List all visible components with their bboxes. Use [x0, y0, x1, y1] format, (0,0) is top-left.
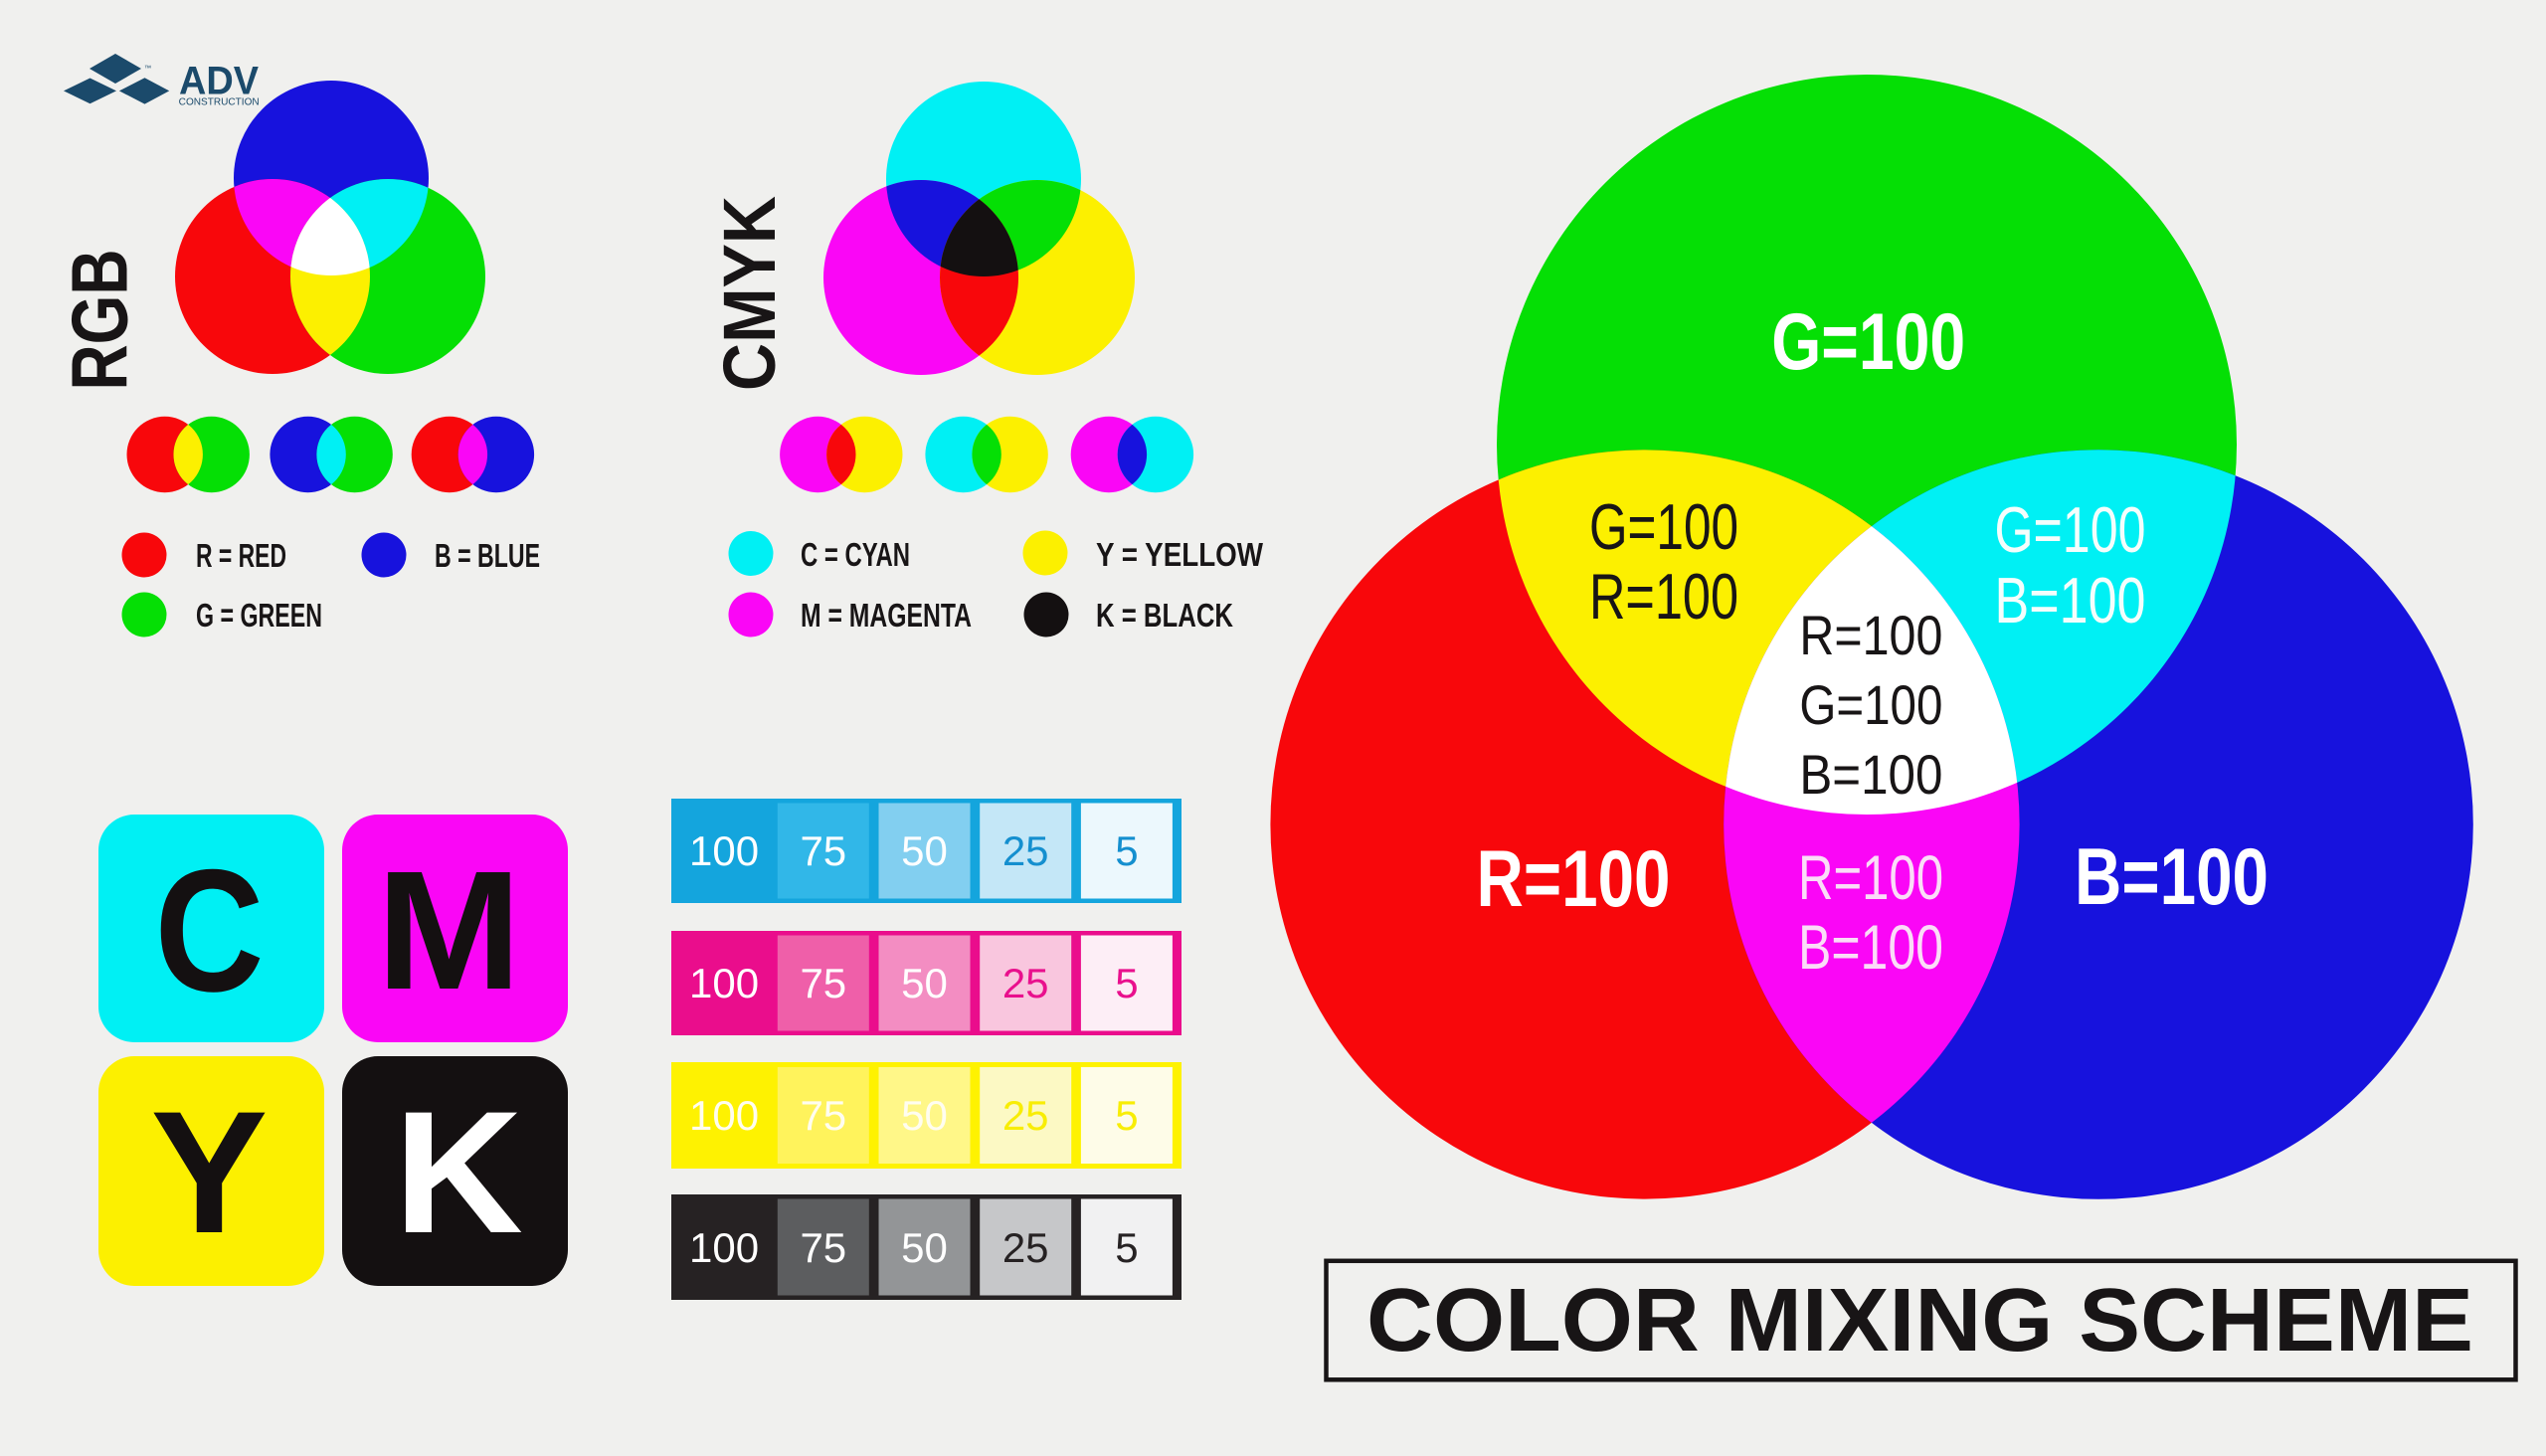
svg-text:75: 75 — [800, 827, 846, 874]
svg-text:B=100: B=100 — [1799, 743, 1942, 806]
svg-text:B=100: B=100 — [1995, 564, 2146, 637]
svg-text:75: 75 — [800, 960, 846, 1006]
svg-text:B = BLUE: B = BLUE — [435, 537, 540, 574]
svg-text:G=100: G=100 — [1771, 297, 1965, 387]
svg-text:25: 25 — [1002, 1224, 1049, 1271]
svg-text:50: 50 — [901, 1224, 948, 1271]
svg-text:M = MAGENTA: M = MAGENTA — [801, 597, 972, 634]
svg-text:B=100: B=100 — [2075, 832, 2269, 922]
svg-text:R=100: R=100 — [1798, 843, 1943, 913]
svg-text:COLOR MIXING SCHEME: COLOR MIXING SCHEME — [1366, 1271, 2473, 1370]
svg-text:100: 100 — [689, 827, 759, 874]
svg-text:100: 100 — [689, 1092, 759, 1139]
svg-text:75: 75 — [800, 1224, 846, 1271]
svg-text:5: 5 — [1115, 1092, 1138, 1139]
svg-text:5: 5 — [1115, 827, 1138, 874]
svg-text:100: 100 — [689, 1224, 759, 1271]
svg-text:25: 25 — [1002, 827, 1049, 874]
svg-text:G=100: G=100 — [1589, 490, 1738, 563]
svg-text:CONSTRUCTION: CONSTRUCTION — [179, 97, 260, 108]
svg-text:25: 25 — [1002, 960, 1049, 1006]
svg-text:C: C — [155, 834, 265, 1028]
svg-text:50: 50 — [901, 827, 948, 874]
svg-text:K: K — [394, 1076, 523, 1270]
svg-text:™: ™ — [144, 66, 151, 73]
svg-text:ADV: ADV — [179, 60, 259, 103]
svg-text:5: 5 — [1115, 960, 1138, 1006]
svg-text:50: 50 — [901, 1092, 948, 1139]
svg-text:R=100: R=100 — [1477, 834, 1671, 924]
svg-text:G=100: G=100 — [1799, 673, 1942, 736]
svg-text:100: 100 — [689, 960, 759, 1006]
svg-text:CMYK: CMYK — [708, 196, 791, 391]
svg-text:75: 75 — [800, 1092, 846, 1139]
svg-text:R=100: R=100 — [1589, 560, 1738, 633]
svg-text:G=100: G=100 — [1995, 493, 2146, 566]
svg-text:G = GREEN: G = GREEN — [196, 597, 322, 634]
svg-text:R=100: R=100 — [1799, 604, 1942, 666]
svg-text:R = RED: R = RED — [196, 537, 286, 574]
svg-text:Y: Y — [150, 1076, 268, 1270]
svg-text:5: 5 — [1115, 1224, 1138, 1271]
svg-text:C = CYAN: C = CYAN — [801, 536, 910, 573]
svg-text:25: 25 — [1002, 1092, 1049, 1139]
svg-text:M: M — [376, 836, 521, 1025]
svg-text:RGB: RGB — [56, 250, 144, 391]
svg-text:Y = YELLOW: Y = YELLOW — [1096, 536, 1264, 573]
svg-text:50: 50 — [901, 960, 948, 1006]
svg-text:B=100: B=100 — [1798, 913, 1943, 983]
svg-text:K = BLACK: K = BLACK — [1096, 597, 1233, 634]
